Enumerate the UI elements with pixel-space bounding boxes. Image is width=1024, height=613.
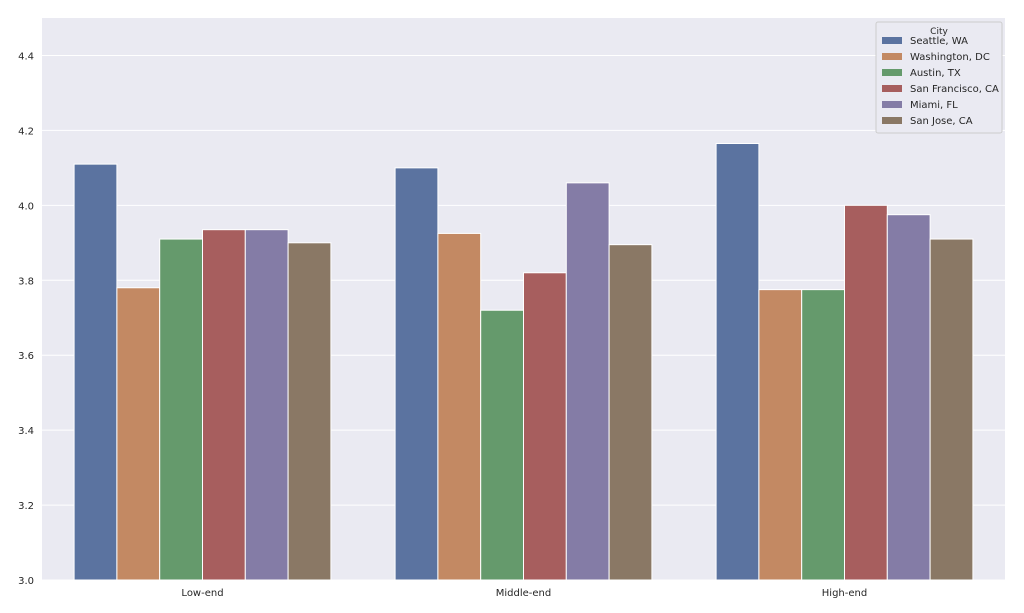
legend-label: Washington, DC xyxy=(910,52,990,63)
bar-miami-fl-high-end xyxy=(886,214,931,581)
bar-washington-dc-high-end xyxy=(758,289,803,581)
bar-seattle-wa-middle-end xyxy=(394,167,439,581)
legend-title: City xyxy=(930,27,948,37)
y-tick-label: 3.8 xyxy=(18,276,34,287)
bar-san-francisco-ca-middle-end xyxy=(523,272,567,581)
y-tick-label: 4.2 xyxy=(18,126,34,137)
y-axis: 3.0 3.2 3.4 3.6 3.8 4.0 4.2 4.4 xyxy=(18,51,34,587)
bar-washington-dc-low-end xyxy=(116,287,161,581)
y-tick-label: 3.0 xyxy=(18,576,34,587)
bar-washington-dc-middle-end xyxy=(437,232,482,581)
bar-austin-tx-high-end xyxy=(801,289,846,581)
legend-swatch xyxy=(882,85,902,92)
legend-label: Seattle, WA xyxy=(910,36,968,47)
bar-san-jose-ca-high-end xyxy=(929,238,974,581)
x-tick-label: Low-end xyxy=(181,588,223,599)
x-tick-label: High-end xyxy=(822,588,867,599)
y-tick-label: 3.6 xyxy=(18,351,34,362)
y-tick-label: 3.2 xyxy=(18,501,34,512)
legend-label: San Jose, CA xyxy=(910,116,973,127)
legend-label: Miami, FL xyxy=(910,100,958,111)
bar-austin-tx-low-end xyxy=(159,238,203,581)
y-tick-label: 3.4 xyxy=(18,426,34,437)
y-tick-label: 4.4 xyxy=(18,51,34,62)
bar-miami-fl-low-end xyxy=(244,229,289,581)
legend-swatch xyxy=(882,37,902,44)
bar-miami-fl-middle-end xyxy=(565,182,610,581)
bar-san-jose-ca-middle-end xyxy=(608,244,653,581)
legend-label: San Francisco, CA xyxy=(910,84,999,95)
bar-san-jose-ca-low-end xyxy=(287,242,332,581)
legend-label: Austin, TX xyxy=(910,68,961,79)
x-axis: Low-end Middle-end High-end xyxy=(181,588,867,599)
legend-swatch xyxy=(882,69,902,76)
legend: City Seattle, WA Washington, DC Austin, TX… xyxy=(875,21,1003,134)
x-tick-label: Middle-end xyxy=(496,588,551,599)
bar-san-francisco-ca-low-end xyxy=(202,229,246,581)
y-tick-label: 4.0 xyxy=(18,201,34,212)
bar-austin-tx-middle-end xyxy=(480,309,525,581)
bar-seattle-wa-high-end xyxy=(715,143,760,581)
legend-swatch xyxy=(882,117,902,124)
legend-frame xyxy=(875,21,1003,134)
bar-seattle-wa-low-end xyxy=(73,163,118,581)
legend-swatch xyxy=(882,53,902,60)
legend-swatch xyxy=(882,101,902,108)
bars xyxy=(73,143,974,581)
bar-san-francisco-ca-high-end xyxy=(844,204,888,581)
